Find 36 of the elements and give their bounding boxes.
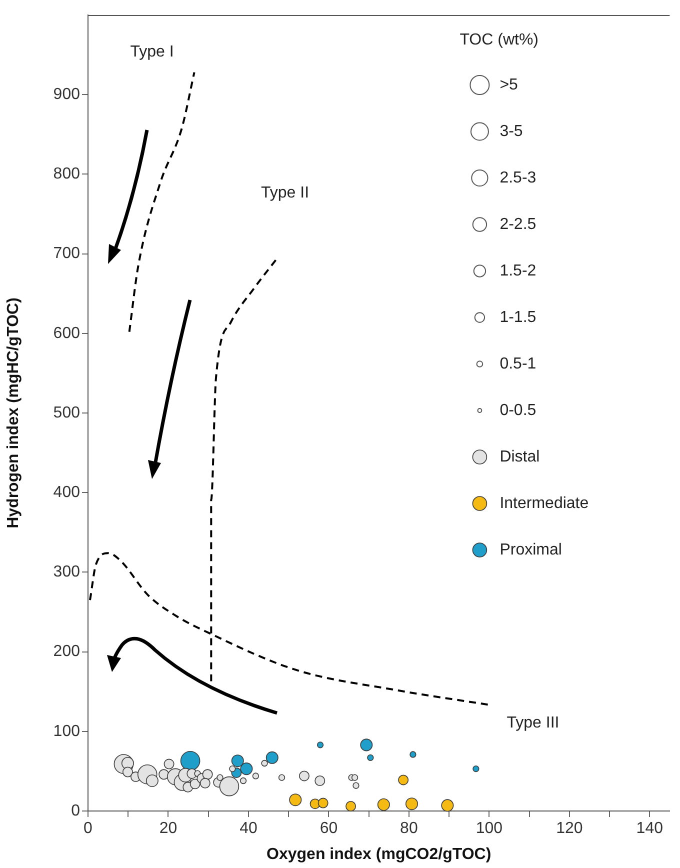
annotation: Type I	[130, 43, 174, 60]
legend-title: TOC (wt%)	[460, 31, 539, 48]
annotation: Type II	[260, 184, 310, 202]
line-series	[128, 71, 196, 333]
x-tick-label: 100	[476, 820, 503, 838]
y-axis-title: Hydrogen index (mgHC/gTOC)	[5, 298, 22, 528]
x-tick-label: 80	[400, 820, 418, 838]
annotation: Type III	[506, 714, 560, 732]
legend-label: 0.5-1	[500, 355, 536, 372]
x-tick-label: 40	[240, 820, 258, 838]
y-tick-label: 100	[53, 722, 80, 740]
x-tick-label: 20	[159, 820, 178, 838]
x-tick-label: 0	[84, 820, 93, 838]
y-tick-label: 700	[53, 245, 80, 262]
y-tick-label: 400	[53, 484, 80, 502]
y-tick-label: 600	[53, 324, 80, 342]
legend-label: Distal	[500, 448, 540, 466]
x-axis-title: Oxygen index (mgCO2/gTOC)	[266, 846, 492, 863]
y-tick-label: 300	[53, 564, 80, 581]
legend-label: Intermediate	[500, 494, 589, 512]
y-tick-label: 900	[53, 86, 80, 104]
y-tick-label: 200	[53, 643, 80, 660]
legend-label: >5	[500, 76, 518, 94]
x-tick-label: 120	[556, 820, 583, 838]
y-tick-label: 0	[71, 802, 80, 820]
legend-label: 2-2.5	[500, 216, 536, 233]
legend-label: 1.5-2	[500, 262, 536, 280]
x-tick-label: 140	[636, 820, 664, 838]
legend-label: 0-0.5	[500, 402, 536, 419]
y-tick-label: 800	[53, 166, 80, 183]
legend-label: 1-1.5	[500, 308, 536, 326]
legend-label: Proximal	[500, 541, 562, 558]
x-tick-label: 60	[320, 820, 338, 838]
legend-label: 2.5-3	[500, 169, 536, 186]
y-tick-label: 500	[53, 404, 80, 422]
legend-label: 3-5	[500, 122, 523, 140]
